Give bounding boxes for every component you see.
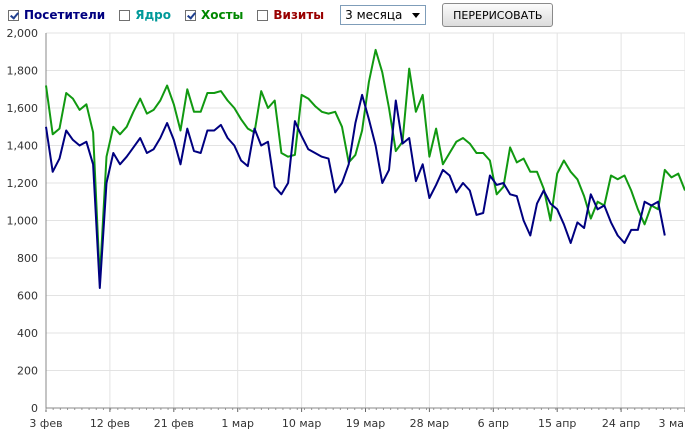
x-tick-label: 19 мар — [346, 417, 386, 430]
visitors-checkbox[interactable] — [8, 9, 19, 21]
chevron-down-icon — [412, 13, 421, 18]
x-tick-label: 10 мар — [282, 417, 322, 430]
y-tick-label: 1,800 — [7, 65, 39, 78]
x-tick-label: 3 фев — [29, 417, 62, 430]
x-tick-label: 1 мар — [221, 417, 254, 430]
core-label[interactable]: Ядро — [135, 8, 171, 22]
period-value: 3 месяца — [345, 8, 403, 22]
y-tick-label: 800 — [17, 252, 38, 265]
y-tick-label: 1,000 — [7, 215, 39, 228]
x-tick-label: 12 фев — [90, 417, 130, 430]
hosts-checkbox[interactable] — [184, 9, 196, 21]
y-tick-label: 400 — [17, 327, 38, 340]
x-tick-label: 24 апр — [602, 417, 640, 430]
y-tick-label: 0 — [31, 402, 38, 415]
visits-label[interactable]: Визиты — [273, 8, 325, 22]
y-tick-label: 200 — [17, 365, 38, 378]
chart-controls: Посетители Ядро Хосты Визиты 3 месяца ПЕ… — [0, 0, 685, 30]
toggle-visits[interactable]: Визиты — [257, 8, 324, 22]
x-tick-label: 15 апр — [538, 417, 576, 430]
redraw-button[interactable]: ПЕРЕРИСОВАТЬ — [442, 3, 554, 27]
x-tick-label: 3 ма — [658, 417, 684, 430]
toggle-core[interactable]: Ядро — [119, 8, 171, 22]
y-tick-label: 2,000 — [7, 27, 39, 40]
x-tick-label: 6 апр — [478, 417, 509, 430]
core-checkbox[interactable] — [119, 9, 131, 21]
hosts-label[interactable]: Хосты — [200, 8, 244, 22]
y-tick-label: 1,600 — [7, 102, 39, 115]
y-tick-label: 1,200 — [7, 177, 39, 190]
x-tick-label: 21 фев — [154, 417, 194, 430]
toggle-hosts[interactable]: Хосты — [184, 8, 244, 22]
visitors-label[interactable]: Посетители — [24, 8, 106, 22]
x-tick-label: 28 мар — [410, 417, 450, 430]
y-tick-label: 1,400 — [7, 140, 39, 153]
visits-checkbox[interactable] — [257, 9, 269, 21]
y-tick-label: 600 — [17, 290, 38, 303]
series-line-visitors — [45, 93, 666, 289]
toggle-visitors[interactable]: Посетители — [8, 8, 105, 22]
period-select[interactable]: 3 месяца — [340, 5, 427, 25]
